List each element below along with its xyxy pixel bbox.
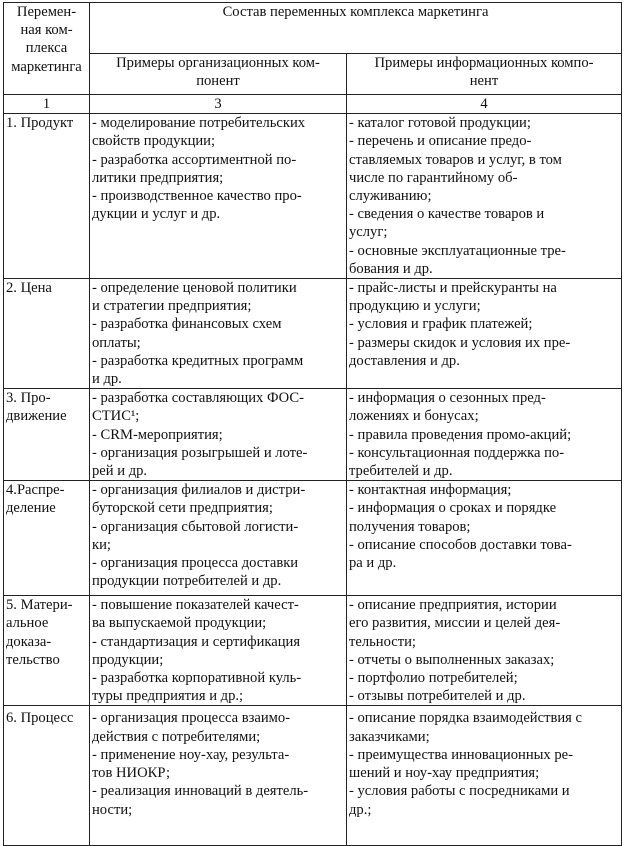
row-informational: - контактная информация; - информация о …	[346, 480, 622, 597]
column-number: 1	[3, 93, 90, 115]
row-variable: 1. Продукт	[3, 113, 90, 280]
row-variable: 6. Процесс	[3, 705, 90, 846]
row-variable: 4.Распре- деление	[3, 480, 90, 597]
table-row: 2. Цена - определение ценовой политики и…	[3, 278, 622, 390]
row-variable: 3. Про- движение	[3, 388, 90, 482]
column-number-row: 1 3 4	[3, 93, 622, 115]
header-variable: Перемен- ная ком- плекса маркетинга	[3, 2, 90, 95]
table-row: 6. Процесс - организация процесса взаимо…	[3, 705, 622, 846]
row-organizational: - повышение показателей качест- ва выпус…	[89, 595, 347, 707]
row-variable: 5. Матери- альное доказа- тельство	[3, 595, 90, 707]
row-informational: - каталог готовой продукции; - перечень …	[346, 113, 622, 280]
subheader-row: Примеры организационных ком- понент Прим…	[4, 53, 622, 95]
row-organizational: - моделирование потребительских свойств …	[89, 113, 347, 280]
table-row: 1. Продукт - моделирование потребительск…	[3, 113, 622, 280]
table-row: 5. Матери- альное доказа- тельство - пов…	[3, 595, 622, 707]
row-organizational: - организация процесса взаимо- действия …	[89, 705, 347, 846]
header-composition: Состав переменных комплекса маркетинга	[89, 2, 622, 54]
marketing-mix-table: Перемен- ная ком- плекса маркетинга Сост…	[3, 2, 622, 846]
row-variable: 2. Цена	[3, 278, 90, 390]
row-informational: - прайс-листы и прейскуранты на продукци…	[346, 278, 622, 390]
column-number: 3	[89, 93, 347, 115]
row-organizational: - организация филиалов и дистри- буторск…	[89, 480, 347, 597]
row-informational: - информация о сезонных пред- ложениях и…	[346, 388, 622, 482]
header-row: Перемен- ная ком- плекса маркетинга Сост…	[3, 2, 622, 95]
table-row: 4.Распре- деление - организация филиалов…	[3, 480, 622, 597]
table-row: 3. Про- движение - разработка составляющ…	[3, 388, 622, 482]
row-organizational: - разработка составляющих ФОС- СТИС¹; - …	[89, 388, 347, 482]
row-informational: - описание порядка взаимодействия с зака…	[346, 705, 622, 846]
header-informational: Примеры информационных компо- нент	[346, 53, 622, 95]
row-organizational: - определение ценовой политики и стратег…	[89, 278, 347, 390]
header-organizational: Примеры организационных ком- понент	[89, 53, 347, 95]
row-informational: - описание предприятия, истории его разв…	[346, 595, 622, 707]
column-number: 4	[346, 93, 622, 115]
